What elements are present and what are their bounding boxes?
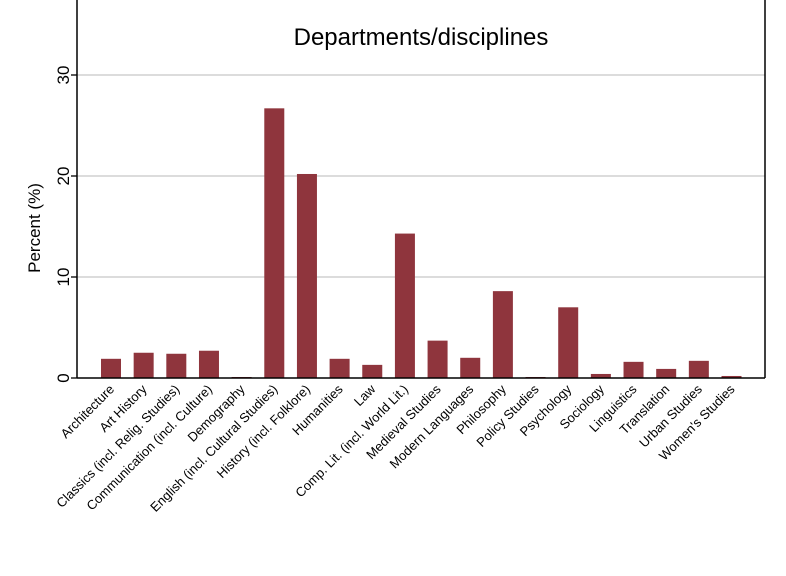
bar-english-incl-cultural-studies- — [264, 108, 285, 378]
y-tick-label: 30 — [54, 66, 73, 85]
y-axis-label: Percent (%) — [25, 183, 44, 273]
y-tick-label: 0 — [54, 373, 73, 382]
bar-law — [362, 364, 383, 378]
y-tick-label: 10 — [54, 268, 73, 287]
bar-philosophy — [492, 291, 513, 378]
bar-art-history — [133, 352, 154, 378]
bar-communication-incl-culture- — [198, 350, 219, 378]
bar-architecture — [101, 358, 121, 378]
bar-medieval-studies — [427, 340, 448, 378]
bar-sociology — [590, 373, 611, 378]
bar-modern-languages — [460, 357, 481, 378]
bar-urban-studies — [688, 360, 709, 378]
bar-translation — [656, 368, 677, 378]
bar-linguistics — [623, 361, 644, 378]
bar-humanities — [329, 358, 350, 378]
x-tick-label: Law — [351, 381, 379, 409]
bar-history-incl-folklore- — [296, 173, 317, 378]
bar-psychology — [558, 307, 579, 378]
chart-title: Departments/disciplines — [294, 24, 549, 51]
bar-women-s-studies — [721, 375, 742, 378]
bar-classics-incl-relig-studies- — [166, 353, 187, 378]
bar-comp-lit-incl-world-lit- — [394, 233, 415, 378]
y-tick-label: 20 — [54, 167, 73, 186]
